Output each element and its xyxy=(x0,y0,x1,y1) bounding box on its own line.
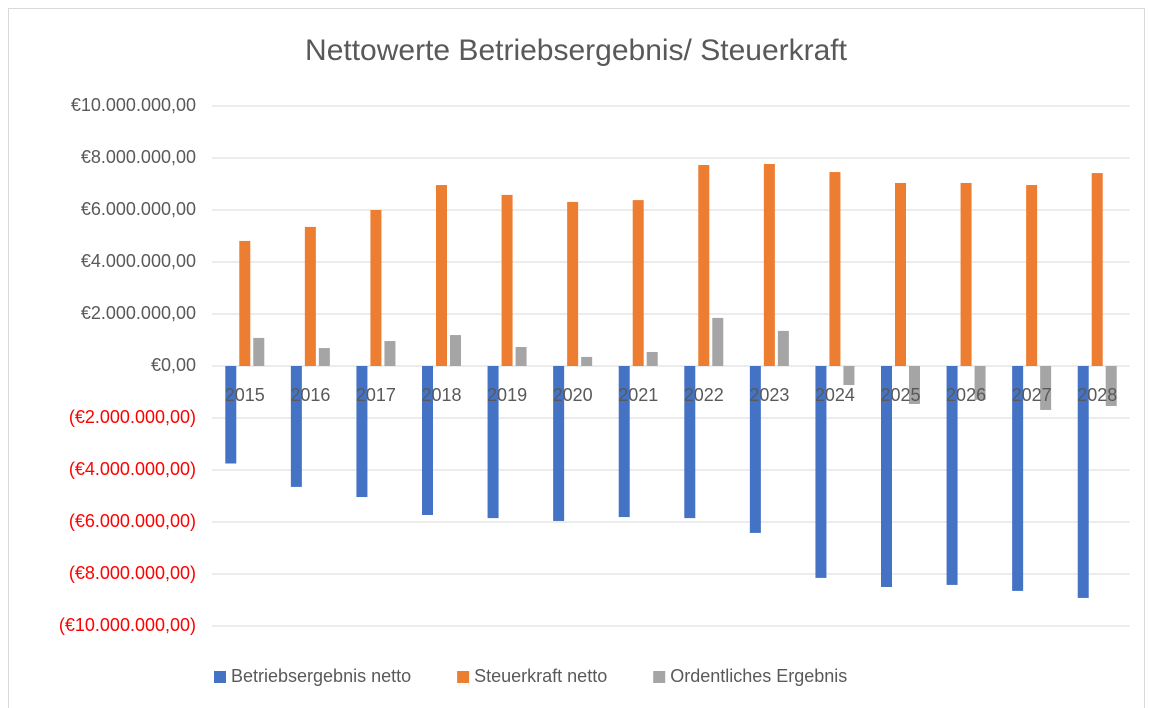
x-tick-label: 2028 xyxy=(1077,385,1117,405)
bar xyxy=(436,185,447,366)
x-tick-label: 2025 xyxy=(880,385,920,405)
bar xyxy=(370,210,382,366)
y-tick-label: (€10.000.000,00) xyxy=(59,615,196,635)
bar xyxy=(698,165,710,366)
bar xyxy=(777,330,789,366)
bar xyxy=(881,366,892,587)
legend-label: Betriebsergebnis netto xyxy=(231,666,411,686)
chart-title: Nettowerte Betriebsergebnis/ Steuerkraft xyxy=(305,34,848,67)
x-tick-label: 2015 xyxy=(225,385,265,405)
y-tick-label: €4.000.000,00 xyxy=(81,251,196,271)
bar xyxy=(843,366,855,385)
bar xyxy=(1012,366,1024,591)
bar xyxy=(253,337,265,366)
bar xyxy=(712,317,724,366)
bar xyxy=(684,366,696,519)
y-tick-label: (€4.000.000,00) xyxy=(69,459,196,479)
bar xyxy=(515,347,527,366)
y-tick-label: (€2.000.000,00) xyxy=(69,407,196,427)
bar xyxy=(974,366,986,400)
x-tick-label: 2021 xyxy=(618,385,658,405)
bar xyxy=(960,182,972,366)
legend-label: Ordentliches Ergebnis xyxy=(670,666,847,686)
bar xyxy=(1091,173,1103,366)
bar xyxy=(487,366,499,519)
x-tick-label: 2023 xyxy=(749,385,789,405)
bar xyxy=(829,172,841,366)
bar xyxy=(290,366,302,487)
bar xyxy=(581,356,593,366)
x-tick-label: 2020 xyxy=(553,385,593,405)
bar xyxy=(318,348,330,366)
bar xyxy=(422,366,433,515)
x-tick-label: 2026 xyxy=(946,385,986,405)
bar xyxy=(895,182,906,366)
y-tick-label: €2.000.000,00 xyxy=(81,303,196,323)
y-tick-label: €8.000.000,00 xyxy=(81,147,196,167)
x-tick-label: 2016 xyxy=(290,385,330,405)
y-tick-label: €6.000.000,00 xyxy=(81,199,196,219)
bar xyxy=(909,366,920,404)
bar xyxy=(450,335,461,366)
x-tick-label: 2018 xyxy=(421,385,461,405)
y-tick-label: €0,00 xyxy=(151,355,196,375)
legend-swatch xyxy=(214,671,226,683)
bar xyxy=(1026,185,1038,366)
bar xyxy=(239,240,251,366)
y-tick-label: (€6.000.000,00) xyxy=(69,511,196,531)
bar xyxy=(946,366,958,585)
bar xyxy=(567,201,579,366)
x-tick-label: 2017 xyxy=(356,385,396,405)
x-tick-label: 2022 xyxy=(684,385,724,405)
bar xyxy=(815,366,827,578)
bar xyxy=(763,163,775,366)
x-tick-label: 2019 xyxy=(487,385,527,405)
bar xyxy=(356,366,368,498)
bar xyxy=(304,226,316,366)
bar xyxy=(225,366,237,464)
bar xyxy=(632,200,644,366)
bar xyxy=(646,351,658,366)
bar xyxy=(553,366,565,521)
x-tick-label: 2024 xyxy=(815,385,855,405)
bar xyxy=(384,341,396,366)
bar xyxy=(501,194,513,366)
bar xyxy=(618,366,630,518)
x-tick-label: 2027 xyxy=(1012,385,1052,405)
bar xyxy=(1040,366,1052,410)
legend-swatch xyxy=(653,671,666,683)
bar xyxy=(749,366,761,533)
bar xyxy=(1105,366,1117,407)
bar xyxy=(1077,366,1089,598)
y-tick-label: (€8.000.000,00) xyxy=(69,563,196,583)
legend-swatch xyxy=(457,671,470,683)
legend-label: Steuerkraft netto xyxy=(474,666,607,686)
y-tick-label: €10.000.000,00 xyxy=(71,95,196,115)
